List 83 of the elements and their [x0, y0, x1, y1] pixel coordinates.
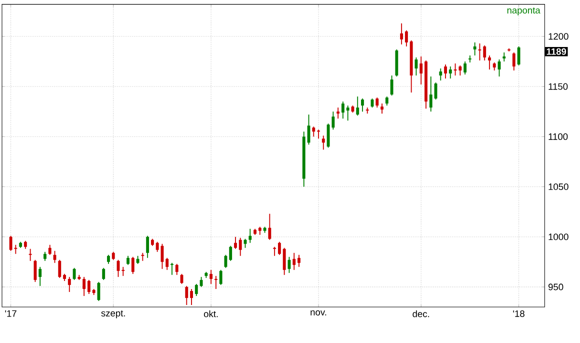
- candlestick: [166, 257, 169, 270]
- candlestick: [194, 283, 198, 296]
- candlestick: [346, 105, 350, 122]
- candlestick: [439, 68, 442, 81]
- candlestick: [185, 285, 188, 306]
- candlestick: [390, 75, 394, 96]
- x-tick-label: nov.: [310, 310, 326, 316]
- candlestick: [317, 129, 320, 140]
- candlestick: [102, 267, 106, 280]
- candlestick: [38, 266, 42, 286]
- x-tick-label: szept.: [101, 310, 125, 318]
- candlestick: [107, 254, 110, 264]
- candlestick: [420, 56, 423, 85]
- x-tick-label: '18: [513, 310, 524, 317]
- candlestick: [219, 269, 222, 286]
- candlestick: [376, 97, 379, 108]
- candlestick: [190, 288, 193, 306]
- candlestick: [288, 256, 291, 274]
- candlestick: [473, 42, 476, 56]
- candlestick: [468, 54, 472, 63]
- candlestick: [488, 54, 491, 70]
- candlestick: [361, 98, 364, 112]
- candlestick: [404, 30, 408, 47]
- candlestick: [336, 107, 340, 120]
- candlestick: [48, 244, 52, 256]
- candlestick: [224, 254, 228, 268]
- candlestick: [312, 126, 316, 138]
- candlestick: [414, 56, 418, 76]
- candlestick: [200, 276, 203, 288]
- candlestick: [429, 76, 432, 112]
- candlestick: [341, 101, 344, 120]
- candlestick: [146, 235, 150, 258]
- candlestick: [517, 46, 520, 66]
- candlestick: [483, 44, 486, 61]
- candlestick: [502, 52, 506, 62]
- candlestick: [278, 241, 281, 256]
- candlestick: [464, 60, 467, 75]
- candlestick: [238, 237, 242, 256]
- x-tick-label: '17: [5, 310, 16, 317]
- candlestick: [44, 251, 46, 262]
- candlestick: [210, 269, 213, 284]
- candlestick: [448, 66, 452, 79]
- candlestick: [234, 236, 237, 250]
- x-tick-label: okt.: [204, 310, 218, 318]
- candlestick: [141, 252, 144, 262]
- candlestick: [385, 96, 388, 106]
- candlestick: [87, 279, 90, 294]
- candlestick: [72, 267, 76, 280]
- candlestick: [175, 263, 178, 276]
- x-tick-label: dec.: [412, 310, 430, 318]
- candlestick: [126, 255, 130, 266]
- candlestick: [273, 246, 276, 256]
- text: 1189: [546, 48, 566, 55]
- y-tick-label: 1050: [548, 183, 568, 190]
- candlestick: [356, 96, 360, 116]
- annotation: naponta: [507, 7, 540, 16]
- candlestick: [400, 22, 404, 45]
- y-tick-label: 1150: [548, 83, 568, 90]
- candlestick: [229, 245, 232, 262]
- y-tick-label: 1000: [548, 234, 568, 240]
- y-tick-label: 1200: [548, 33, 568, 40]
- candlestick: [478, 42, 482, 61]
- candlestick: [214, 275, 218, 290]
- candlestick: [248, 228, 252, 244]
- candlestick: [444, 64, 447, 79]
- candlestick: [292, 252, 296, 270]
- candlestick: [268, 213, 272, 240]
- candlestick: [282, 247, 286, 276]
- candlestick: [131, 256, 134, 274]
- candlestick: [170, 262, 174, 276]
- y-tick-label: 950: [548, 284, 564, 290]
- candlestick: [68, 276, 71, 292]
- candlestick: [58, 259, 62, 278]
- candlestick: [28, 248, 32, 262]
- candlestick: [298, 254, 300, 268]
- candlestick: [82, 276, 86, 296]
- y-tick-label: 1100: [548, 133, 568, 140]
- candlestick: [380, 103, 384, 114]
- candlestick: [122, 266, 125, 276]
- candlestick: [512, 52, 516, 71]
- candlestick: [156, 241, 159, 252]
- candlestick: [322, 135, 325, 150]
- candlestick: [366, 107, 369, 114]
